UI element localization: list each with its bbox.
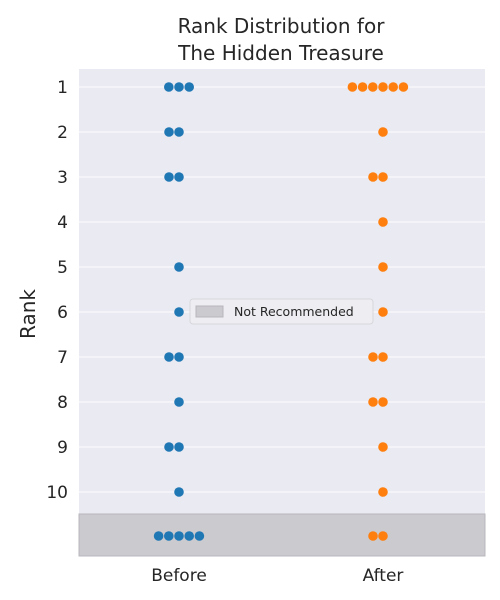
data-point	[378, 262, 388, 272]
legend-swatch	[195, 305, 224, 318]
data-point	[174, 442, 184, 452]
data-point	[398, 82, 409, 92]
data-point	[378, 397, 388, 407]
data-point	[184, 531, 194, 541]
data-point	[174, 262, 184, 272]
data-point	[164, 172, 174, 182]
data-point	[368, 397, 378, 407]
x-tick-labels: Before After	[151, 566, 403, 586]
data-point	[378, 531, 388, 541]
y-tick-label: 3	[57, 168, 68, 188]
data-point	[378, 442, 388, 452]
data-point	[368, 352, 378, 362]
y-tick-label: 7	[57, 348, 68, 368]
data-point	[164, 82, 174, 92]
data-point	[174, 172, 184, 182]
data-point	[184, 82, 194, 92]
legend: Not Recommended	[189, 298, 374, 325]
data-point	[368, 82, 378, 92]
not-recommended-band	[78, 513, 486, 557]
data-point	[378, 127, 388, 137]
data-point	[174, 82, 184, 92]
y-tick-labels: 1 2 3 4 5 6 7 8 9 10	[46, 78, 68, 503]
data-point	[378, 307, 388, 317]
y-tick-label: 9	[57, 438, 68, 458]
data-point	[378, 82, 388, 92]
y-tick-label: 6	[57, 303, 68, 323]
data-point	[368, 172, 378, 182]
x-tick-label: Before	[151, 566, 207, 586]
legend-label: Not Recommended	[234, 304, 354, 319]
data-point	[378, 217, 388, 227]
data-point	[388, 82, 399, 92]
data-points	[153, 82, 409, 541]
x-tick-label: After	[363, 566, 404, 586]
y-tick-label: 5	[57, 258, 68, 278]
data-point	[174, 487, 184, 497]
data-point	[164, 352, 174, 362]
data-point	[347, 82, 358, 92]
data-point	[378, 172, 388, 182]
chart-title: Rank Distribution for The Hidden Treasure	[177, 14, 385, 65]
y-tick-label: 8	[57, 393, 68, 413]
y-tick-label: 10	[46, 483, 68, 503]
data-point	[368, 531, 378, 541]
data-point	[164, 127, 174, 137]
y-axis-label: Rank	[16, 289, 40, 339]
legend-box	[189, 298, 374, 325]
data-point	[174, 352, 184, 362]
data-point	[357, 82, 368, 92]
y-tick-label: 2	[57, 123, 68, 143]
y-tick-label: 1	[57, 78, 68, 98]
y-tick-label: 4	[57, 213, 68, 233]
data-point	[174, 397, 184, 407]
data-point	[378, 352, 388, 362]
data-point	[164, 531, 174, 541]
data-point	[194, 531, 205, 541]
data-point	[174, 307, 184, 317]
data-point	[378, 487, 388, 497]
data-point	[153, 531, 164, 541]
data-point	[164, 442, 174, 452]
data-point	[174, 531, 184, 541]
data-point	[174, 127, 184, 137]
